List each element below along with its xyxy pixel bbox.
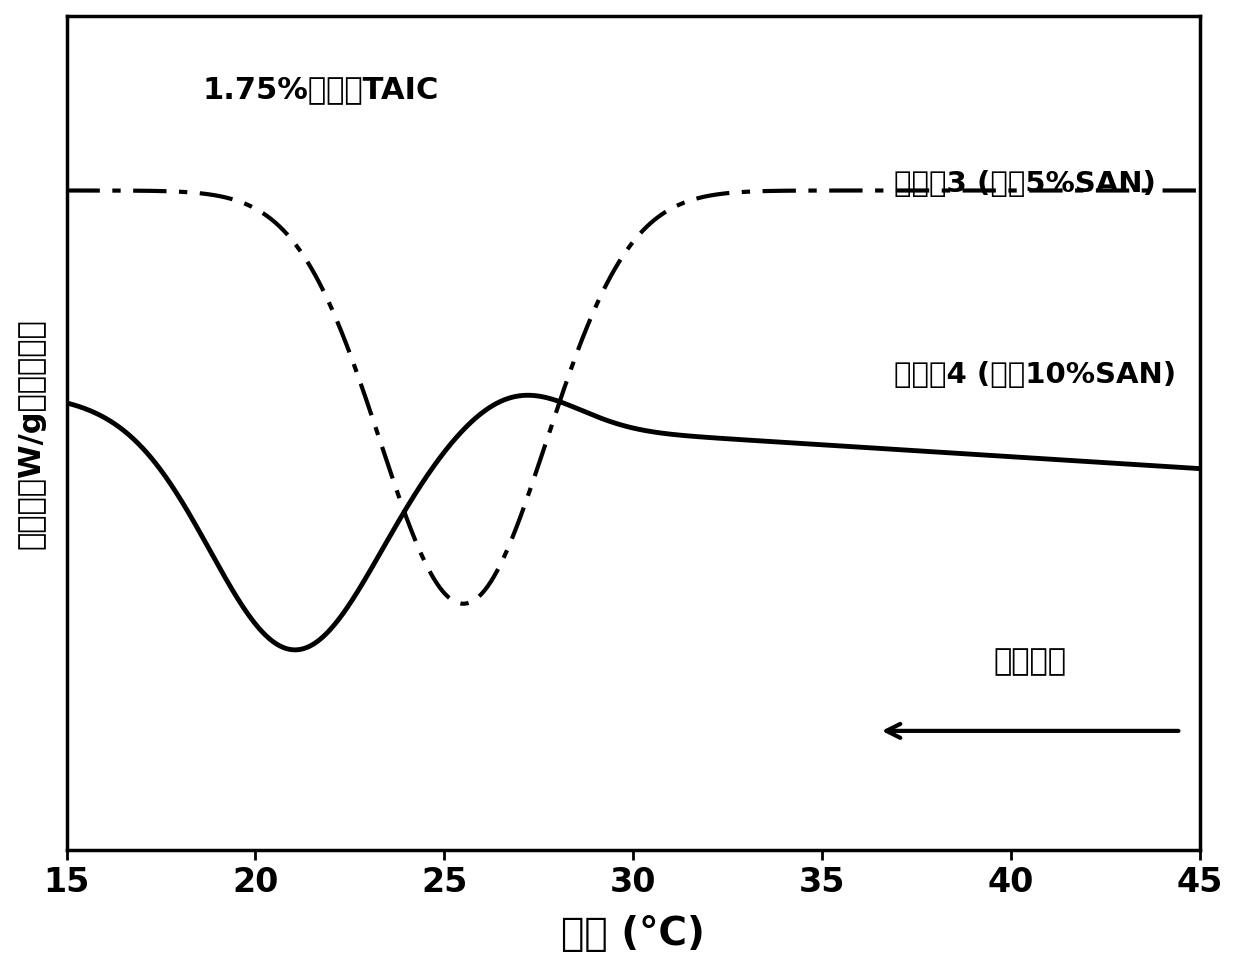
Y-axis label: 热流量（W/g）放热向下: 热流量（W/g）放热向下 <box>16 318 46 548</box>
X-axis label: 温度 (°C): 温度 (°C) <box>562 915 706 953</box>
Text: 降温过程: 降温过程 <box>993 646 1066 675</box>
Text: 实施例4 (添加10%SAN): 实施例4 (添加10%SAN) <box>894 361 1177 390</box>
Text: 1.75%交联劑TAIC: 1.75%交联劑TAIC <box>202 75 439 104</box>
Text: 实施例3 (添加5%SAN): 实施例3 (添加5%SAN) <box>894 170 1156 198</box>
